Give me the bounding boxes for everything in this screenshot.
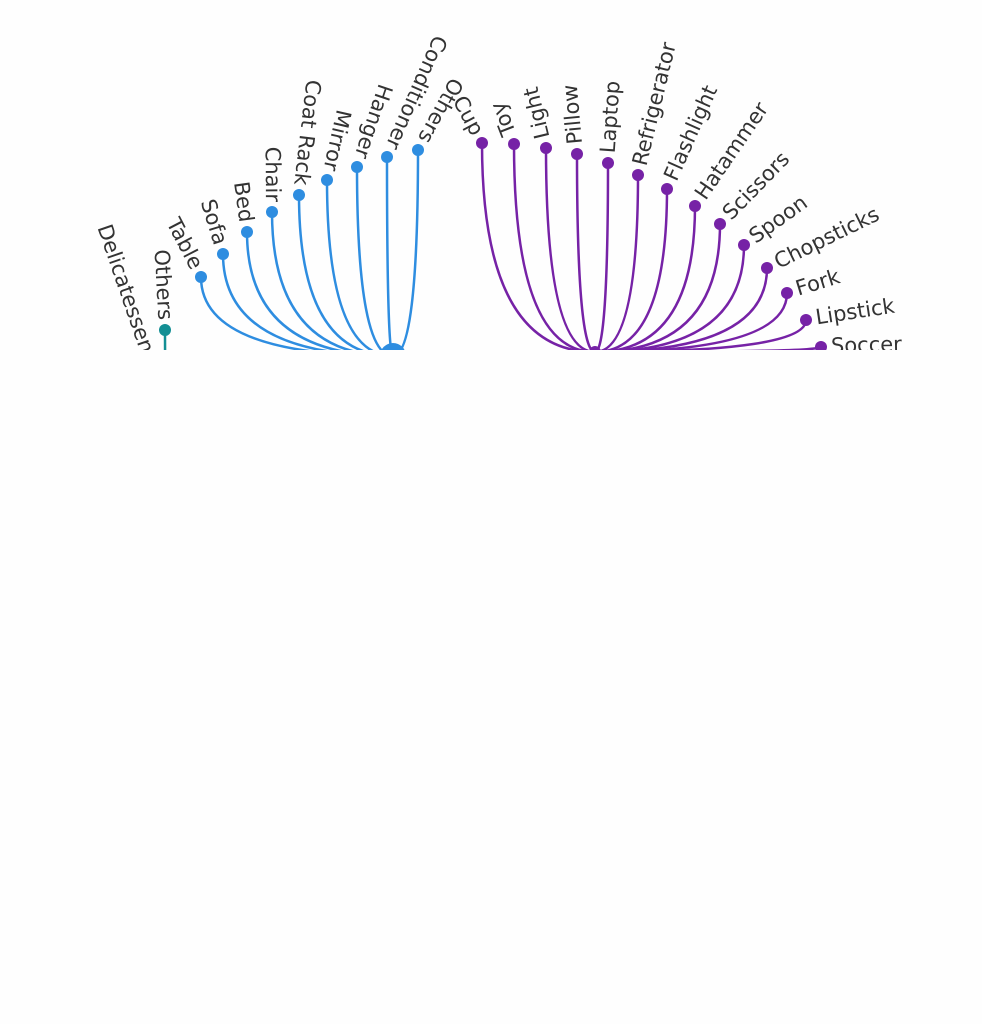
link bbox=[163, 329, 167, 350]
leaf-label: Soccer bbox=[831, 332, 903, 350]
root-node bbox=[589, 346, 601, 350]
leaf-label: Others bbox=[150, 249, 178, 321]
leaf-node bbox=[195, 271, 207, 283]
leaf-label: Lipstick bbox=[814, 294, 897, 330]
leaf-node bbox=[781, 287, 793, 299]
leaf-node bbox=[381, 151, 393, 163]
leaf-node bbox=[540, 142, 552, 154]
link bbox=[221, 253, 329, 350]
link bbox=[480, 142, 583, 350]
link bbox=[199, 276, 311, 350]
link bbox=[634, 292, 789, 350]
leaf-node bbox=[241, 226, 253, 238]
link bbox=[604, 188, 669, 350]
link bbox=[617, 244, 746, 350]
link bbox=[385, 156, 393, 350]
link bbox=[600, 174, 640, 350]
leaf-node bbox=[571, 148, 583, 160]
leaf-label: Sofa bbox=[196, 196, 233, 247]
leaf-node bbox=[689, 200, 701, 212]
leaf-node bbox=[412, 144, 424, 156]
leaf-node bbox=[738, 239, 750, 251]
leaf-node bbox=[351, 161, 363, 173]
link bbox=[325, 179, 374, 350]
leaf-node bbox=[602, 157, 614, 169]
leaf-node bbox=[508, 138, 520, 150]
leaf-node bbox=[159, 324, 171, 336]
leaf-label: Coat Rack bbox=[289, 79, 325, 188]
leaf-node bbox=[632, 169, 644, 181]
link bbox=[512, 143, 586, 350]
link bbox=[245, 231, 342, 350]
leaf-label: Laptop bbox=[596, 80, 625, 154]
leaf-node bbox=[761, 262, 773, 274]
leaf-label: Mirror bbox=[318, 107, 355, 173]
leaf-label: Light bbox=[519, 85, 555, 142]
leaf-label: Delicatessen bbox=[93, 221, 160, 350]
leaf-label: Bed bbox=[229, 180, 258, 224]
leaf-label: Cup bbox=[448, 92, 489, 140]
leaf-label: Chair bbox=[261, 147, 285, 203]
leaf-label: Pillow bbox=[558, 84, 587, 146]
link bbox=[544, 147, 590, 350]
leaf-node bbox=[293, 189, 305, 201]
leaf-node bbox=[217, 248, 229, 260]
leaf-node bbox=[815, 341, 827, 350]
leaf-label: Hanger bbox=[350, 81, 397, 162]
leaf-node bbox=[266, 206, 278, 218]
leaf-label: Toy bbox=[486, 98, 521, 140]
link bbox=[297, 194, 365, 350]
leaf-node bbox=[714, 218, 726, 230]
link bbox=[595, 162, 610, 350]
leaf-node bbox=[661, 183, 673, 195]
link bbox=[653, 319, 808, 350]
tree-view: Others Delicatessen Table Sofa Bed Chair Coat … bbox=[0, 0, 982, 350]
link bbox=[612, 223, 722, 350]
link bbox=[399, 149, 420, 350]
link bbox=[575, 153, 594, 350]
root-node bbox=[381, 343, 405, 350]
leaf-node bbox=[321, 174, 333, 186]
link bbox=[270, 211, 354, 350]
link bbox=[355, 166, 384, 350]
link bbox=[624, 267, 769, 350]
leaf-node bbox=[800, 314, 812, 326]
leaf-node bbox=[476, 137, 488, 149]
leaf-label: Fork bbox=[793, 264, 844, 300]
